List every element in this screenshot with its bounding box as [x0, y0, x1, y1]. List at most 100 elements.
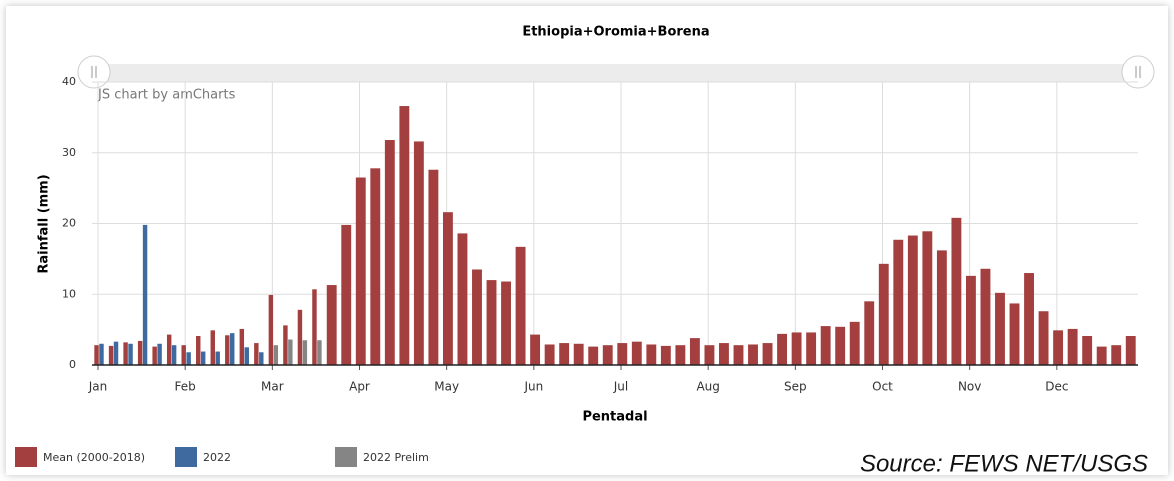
legend-label: 2022 Prelim	[363, 451, 429, 464]
bar	[94, 345, 99, 365]
credit: JS chart by amCharts	[97, 88, 236, 103]
x-tick-label: Dec	[1045, 380, 1068, 394]
bar	[631, 341, 642, 365]
bar	[936, 250, 947, 365]
bar	[835, 326, 846, 365]
bar	[1082, 335, 1093, 365]
bar	[878, 263, 889, 365]
bar	[457, 233, 468, 365]
scrollbar[interactable]	[92, 64, 1138, 82]
bar	[617, 343, 628, 365]
legend-swatch	[335, 447, 357, 467]
bar	[128, 343, 133, 365]
y-axis-label: Rainfall (mm)	[37, 174, 52, 273]
bar	[675, 345, 686, 365]
bar	[704, 345, 715, 365]
bar	[573, 343, 584, 365]
bar	[413, 141, 424, 365]
legend-swatch	[175, 447, 197, 467]
bar	[239, 328, 245, 365]
bar	[297, 309, 303, 365]
bar	[428, 169, 439, 365]
bar	[157, 343, 162, 365]
x-tick-label: Oct	[872, 380, 893, 394]
bar	[254, 343, 259, 365]
bar	[113, 341, 119, 365]
bar	[225, 335, 230, 365]
source: Source: FEWS NET/USGS	[860, 450, 1148, 477]
bar	[864, 301, 875, 365]
bar	[1053, 330, 1064, 365]
bar	[515, 246, 526, 365]
chart-title: Ethiopia+Oromia+Borena	[522, 25, 709, 40]
x-tick-label: Mar	[261, 380, 284, 394]
bar	[210, 330, 215, 365]
bar	[1125, 335, 1136, 365]
bar	[230, 333, 235, 365]
bar	[646, 344, 657, 365]
x-tick-label: Apr	[349, 380, 370, 394]
bar	[186, 352, 191, 365]
bar	[171, 345, 177, 365]
x-tick-label: Feb	[175, 380, 196, 394]
x-axis-label: Pentadal	[582, 410, 647, 425]
x-tick-label: Jan	[88, 380, 108, 394]
bar	[820, 326, 831, 365]
y-tick-label: 0	[69, 358, 76, 371]
plot: 0 10 20 30 40 Jan Feb Mar Apr May Jun Jul Aug Sep Oct N…	[15, 75, 1138, 467]
x-tick-label: May	[434, 380, 459, 394]
bar	[142, 224, 148, 365]
bar	[893, 239, 904, 365]
x-tick-label: Jun	[523, 380, 543, 394]
bar	[486, 280, 497, 365]
bar	[317, 340, 322, 365]
bar	[166, 334, 172, 365]
bar	[215, 351, 220, 365]
bar	[1038, 311, 1049, 365]
bar	[273, 345, 279, 365]
bar	[283, 325, 288, 365]
bar	[326, 285, 337, 365]
x-tick-label: Aug	[696, 380, 719, 394]
scroll-handle[interactable]	[77, 55, 111, 89]
bar	[748, 344, 758, 365]
bar	[762, 343, 773, 365]
y-tick-label: 10	[62, 287, 76, 300]
bar	[544, 344, 555, 365]
bar	[312, 289, 317, 365]
bar	[288, 339, 293, 365]
bar	[1024, 273, 1034, 365]
bar	[980, 268, 991, 365]
bar	[1096, 346, 1107, 365]
bar	[501, 281, 511, 365]
bar	[777, 333, 788, 365]
bar	[559, 343, 570, 365]
bar	[152, 346, 157, 365]
bar	[588, 346, 599, 365]
bar	[200, 351, 206, 365]
card	[6, 6, 1168, 475]
bar	[137, 340, 143, 365]
bar	[472, 269, 482, 365]
bar	[849, 321, 860, 365]
x-tick-label: Jul	[613, 380, 628, 394]
bar	[791, 332, 802, 365]
y-tick-label: 20	[62, 217, 76, 230]
bar	[108, 345, 114, 365]
bar	[995, 292, 1005, 365]
bar	[602, 345, 613, 365]
bar	[530, 334, 541, 365]
bar	[1009, 303, 1020, 365]
scroll-handle[interactable]	[1121, 55, 1155, 89]
bar	[259, 352, 264, 365]
bar	[1067, 328, 1078, 365]
legend-label: 2022	[203, 451, 231, 464]
legend-swatch	[15, 447, 37, 467]
bar	[733, 345, 744, 365]
bar	[99, 343, 104, 365]
x-tick-label: Sep	[784, 380, 807, 394]
bar	[196, 335, 201, 365]
bar	[355, 177, 366, 365]
bar	[244, 347, 249, 365]
y-tick-label: 30	[62, 146, 76, 159]
